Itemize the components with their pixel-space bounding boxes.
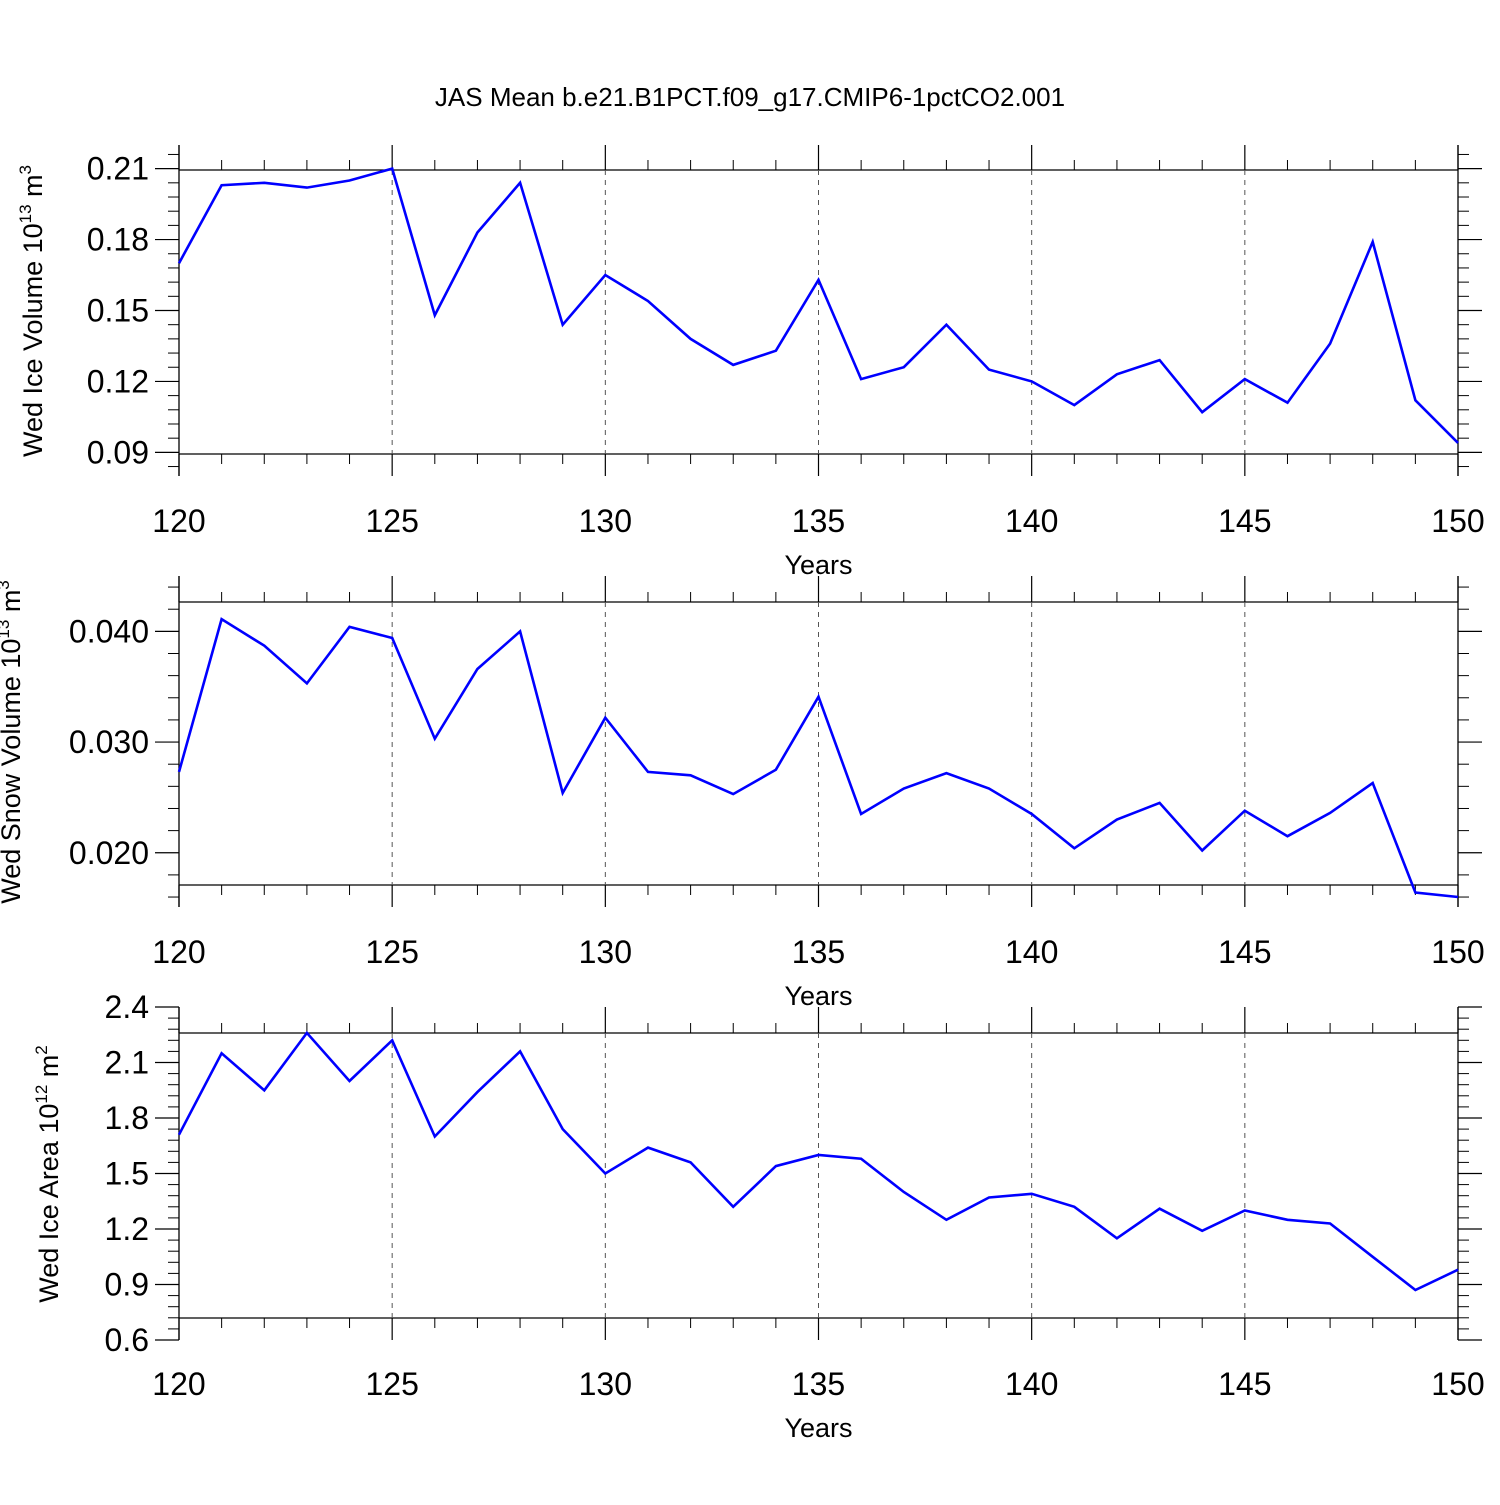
x-axis-label: Years — [784, 1413, 852, 1443]
x-tick-label-135: 135 — [792, 503, 845, 539]
x-tick-label-130: 130 — [579, 1366, 632, 1402]
y-tick-label: 0.6 — [105, 1322, 149, 1358]
y-tick-label: 0.09 — [87, 434, 149, 470]
x-tick-label-125: 125 — [365, 503, 418, 539]
x-tick-label-145: 145 — [1218, 1366, 1271, 1402]
x-tick-label-140: 140 — [1005, 1366, 1058, 1402]
x-tick-label-140: 140 — [1005, 934, 1058, 970]
x-tick-label-125: 125 — [365, 1366, 418, 1402]
x-tick-label-150: 150 — [1431, 1366, 1484, 1402]
y-axis-label: Wed Ice Area 1012 m2 — [32, 1045, 64, 1303]
x-tick-label-135: 135 — [792, 934, 845, 970]
x-axis-label: Years — [784, 550, 852, 580]
y-tick-label: 0.21 — [87, 151, 149, 187]
figure-title: JAS Mean b.e21.B1PCT.f09_g17.CMIP6-1pctC… — [435, 82, 1065, 112]
y-tick-label: 1.2 — [105, 1211, 149, 1247]
x-tick-label-130: 130 — [579, 503, 632, 539]
y-tick-label: 0.020 — [69, 835, 149, 871]
y-tick-label: 0.12 — [87, 363, 149, 399]
y-tick-label: 0.030 — [69, 724, 149, 760]
x-tick-label-120: 120 — [152, 503, 205, 539]
y-tick-label: 2.1 — [105, 1045, 149, 1081]
x-tick-label-130: 130 — [579, 934, 632, 970]
x-tick-label-145: 145 — [1218, 503, 1271, 539]
x-tick-label-150: 150 — [1431, 934, 1484, 970]
x-tick-label-150: 150 — [1431, 503, 1484, 539]
x-tick-label-125: 125 — [365, 934, 418, 970]
y-tick-label: 0.9 — [105, 1267, 149, 1303]
x-tick-label-120: 120 — [152, 934, 205, 970]
x-tick-label-135: 135 — [792, 1366, 845, 1402]
x-tick-label-145: 145 — [1218, 934, 1271, 970]
y-tick-label: 0.18 — [87, 222, 149, 258]
y-tick-label: 1.5 — [105, 1156, 149, 1192]
x-tick-label-140: 140 — [1005, 503, 1058, 539]
x-tick-label-120: 120 — [152, 1366, 205, 1402]
y-tick-label: 0.040 — [69, 613, 149, 649]
y-tick-label: 2.4 — [105, 989, 149, 1025]
y-tick-label: 1.8 — [105, 1100, 149, 1136]
y-tick-label: 0.15 — [87, 293, 149, 329]
